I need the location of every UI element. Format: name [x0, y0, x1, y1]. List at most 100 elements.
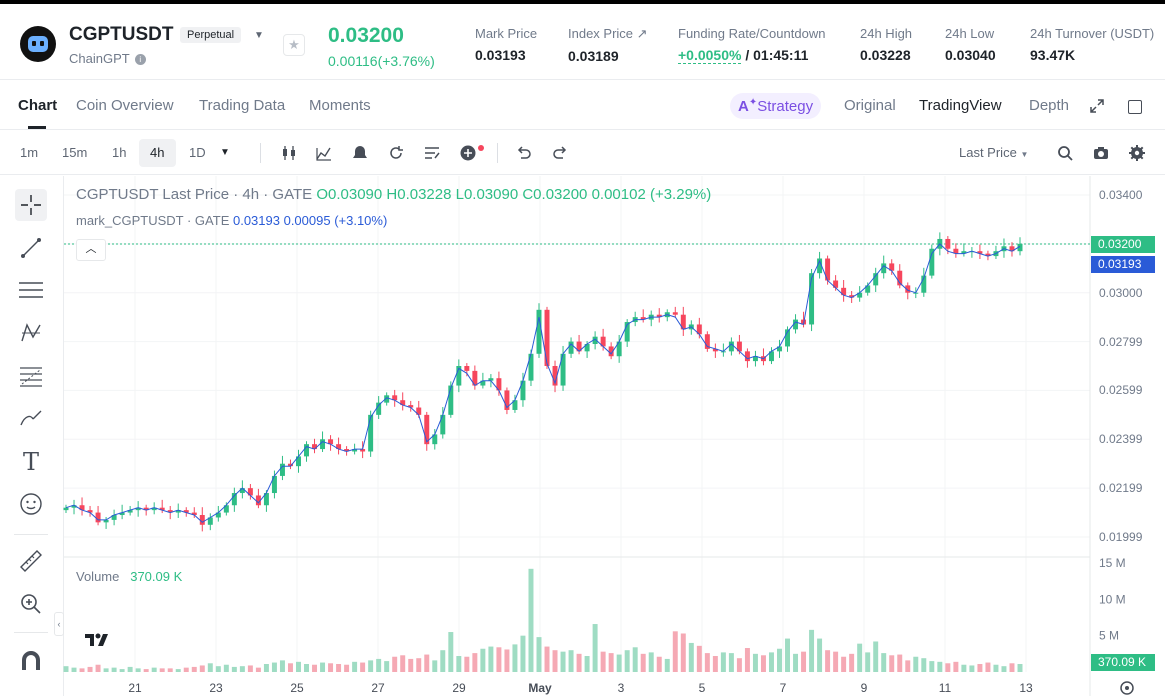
- stat-label: Mark Price: [475, 26, 538, 41]
- tab-coin-overview[interactable]: Coin Overview: [76, 97, 174, 114]
- replay-icon[interactable]: [387, 144, 405, 162]
- symbol-dropdown-chevron-icon[interactable]: ▼: [254, 30, 264, 41]
- candle-body: [520, 380, 526, 401]
- price-change: 0.00116(+3.76%): [328, 53, 435, 69]
- tradingview-logo-icon: [85, 633, 108, 646]
- tab-trading-data[interactable]: Trading Data: [199, 97, 286, 114]
- timeframe-1m[interactable]: 1m: [20, 145, 39, 160]
- price-tick-label: 0.02599: [1099, 383, 1143, 398]
- volume-bar: [768, 652, 774, 672]
- timeframe-15m[interactable]: 15m: [62, 145, 88, 160]
- timeframe-1d[interactable]: 1D: [189, 145, 206, 160]
- volume-bar: [175, 669, 181, 672]
- volume-bar: [656, 656, 662, 672]
- tab-chart[interactable]: Chart: [18, 97, 58, 114]
- volume-bar: [231, 666, 237, 672]
- volume-tag: 370.09 K: [1091, 654, 1155, 671]
- volume-bar: [576, 653, 582, 672]
- volume-bar: [344, 664, 350, 672]
- funding-rate-value[interactable]: +0.0050%: [678, 47, 742, 64]
- candle-body: [336, 444, 342, 450]
- volume-bar: [151, 667, 157, 672]
- zoom-in-icon[interactable]: [15, 588, 47, 620]
- indicators-icon[interactable]: [315, 144, 333, 162]
- tab-moments[interactable]: Moments: [309, 97, 371, 114]
- volume-bar: [568, 650, 574, 672]
- tab-original[interactable]: Original: [844, 97, 896, 114]
- candle-body: [881, 263, 887, 274]
- candle-body: [143, 507, 149, 511]
- candle-body: [560, 353, 566, 386]
- stat-value: 0.03228: [860, 47, 911, 63]
- candle-body: [736, 341, 742, 352]
- chart-legend: CGPTUSDT Last Price · 4h · GATE O0.03090…: [76, 186, 711, 203]
- volume-bar: [199, 665, 205, 672]
- timeframe-4h[interactable]: 4h: [150, 145, 165, 160]
- volume-bar: [672, 631, 678, 672]
- volume-bar: [408, 658, 414, 672]
- horizontal-lines-icon[interactable]: [15, 274, 47, 306]
- fullscreen-icon[interactable]: [1090, 99, 1104, 113]
- collapse-legend-chevron-up-icon[interactable]: ︿: [76, 239, 106, 261]
- chevron-down-icon: ▼: [1020, 150, 1029, 159]
- trend-line-icon[interactable]: [15, 232, 47, 264]
- redo-icon[interactable]: [551, 144, 569, 162]
- info-icon[interactable]: i: [134, 54, 146, 65]
- price-chart[interactable]: 21 23 25 27 29 May 3 5 7 9 11 13 15 M 10 M 5 M: [0, 176, 1165, 696]
- volume-bar: [785, 638, 790, 672]
- window-mode-icon[interactable]: [1128, 100, 1142, 114]
- stat-index-price[interactable]: Index Price ↗ 0.03189: [568, 26, 648, 64]
- emoji-icon[interactable]: [15, 488, 47, 520]
- alert-icon[interactable]: [351, 144, 369, 162]
- volume-tick-label: 10 M: [1099, 592, 1126, 606]
- axis-settings-icon[interactable]: [1119, 680, 1135, 696]
- price-source-dropdown[interactable]: Last Price ▼: [959, 145, 1028, 160]
- timeframe-1h[interactable]: 1h: [112, 145, 127, 160]
- symbol-title[interactable]: CGPTUSDT: [69, 24, 174, 45]
- volume-label: Volume: [76, 569, 120, 584]
- magnet-icon[interactable]: [15, 646, 47, 678]
- candle-type-icon[interactable]: [280, 144, 298, 162]
- candle-body: [656, 314, 662, 318]
- volume-bar: [287, 663, 293, 672]
- camera-icon[interactable]: [1092, 144, 1110, 162]
- stat-label[interactable]: Index Price ↗: [568, 26, 648, 41]
- mark-price-tag: 0.03193: [1091, 256, 1155, 273]
- crosshair-icon[interactable]: [15, 189, 47, 221]
- volume-bar: [744, 648, 750, 672]
- sidebar-collapse-chevron-icon[interactable]: ‹: [54, 612, 64, 636]
- price-tick-label: 0.03000: [1099, 285, 1143, 300]
- brush-icon[interactable]: [15, 403, 47, 435]
- volume-bar: [215, 666, 221, 672]
- undo-icon[interactable]: [515, 144, 533, 162]
- strategy-button[interactable]: A✦Strategy: [730, 93, 822, 119]
- volume-bar: [167, 668, 173, 672]
- mark-legend-values: 0.03193 0.00095 (+3.10%): [229, 213, 388, 228]
- volume-bar: [712, 656, 718, 672]
- templates-icon[interactable]: [423, 144, 441, 162]
- stat-label: Funding Rate/Countdown: [678, 26, 826, 41]
- time-tick-label: 25: [290, 681, 304, 695]
- window-top-edge: [0, 0, 1165, 4]
- pattern-icon[interactable]: [15, 317, 47, 349]
- settings-gear-icon[interactable]: [1128, 144, 1146, 162]
- volume-bar: [616, 654, 622, 672]
- candle-body: [320, 439, 326, 450]
- text-tool-icon[interactable]: T: [22, 448, 39, 476]
- candle-body: [945, 238, 951, 249]
- volume-bar: [825, 650, 831, 672]
- tab-tradingview[interactable]: TradingView: [919, 97, 1002, 114]
- add-plus-icon[interactable]: [459, 144, 477, 162]
- timeframe-dropdown-icon[interactable]: ▼: [220, 147, 230, 158]
- tab-depth[interactable]: Depth: [1029, 97, 1070, 114]
- candle-body: [368, 414, 374, 452]
- favorite-star-icon[interactable]: ★: [283, 34, 305, 56]
- candle-body: [384, 395, 390, 403]
- search-icon[interactable]: [1056, 144, 1074, 162]
- ruler-icon[interactable]: [15, 545, 47, 577]
- candle-body: [528, 353, 534, 381]
- volume-bar: [440, 650, 446, 672]
- candle-body: [865, 285, 871, 293]
- volume-bar: [368, 660, 374, 672]
- fibonacci-icon[interactable]: [15, 360, 47, 392]
